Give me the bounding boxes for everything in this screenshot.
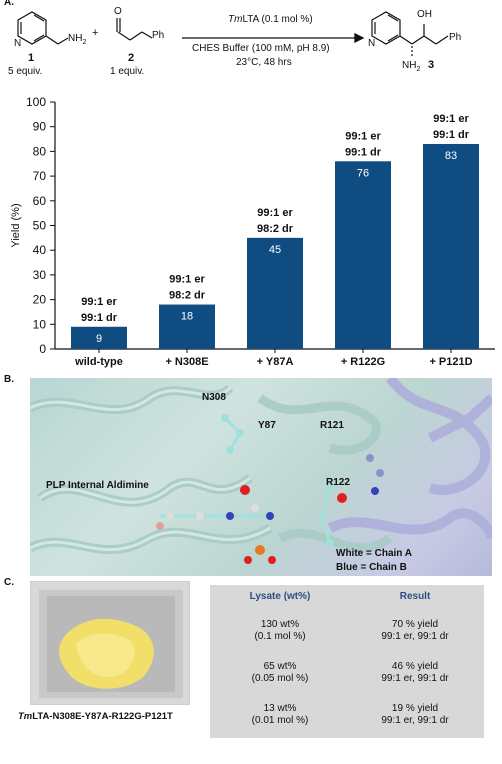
reactant2-number: 2 bbox=[128, 52, 135, 64]
label-r121: R121 bbox=[320, 420, 344, 431]
bar-value-label: 45 bbox=[269, 244, 281, 256]
er-label: 99:1 er bbox=[169, 274, 205, 286]
reactant1-number: 1 bbox=[28, 52, 35, 64]
reaction-scheme bbox=[17, 11, 449, 58]
y-axis-title: Yield (%) bbox=[10, 203, 22, 247]
enzyme-powder-photo bbox=[30, 581, 190, 705]
panel-a-label: A. bbox=[4, 0, 14, 8]
reactant2-structure bbox=[116, 18, 153, 41]
bar-0 bbox=[71, 326, 127, 349]
reactant1-equiv: 5 equiv. bbox=[8, 66, 43, 77]
plus-sign: + bbox=[92, 27, 99, 39]
bar-4 bbox=[423, 143, 479, 349]
x-tick-label: + N308E bbox=[165, 356, 208, 368]
bar-2 bbox=[247, 237, 303, 349]
row2-result: 46 % yield 99:1 er, 99:1 dr bbox=[381, 661, 449, 684]
product-ring-n: N bbox=[368, 38, 376, 49]
y-tick-label: 100 bbox=[26, 95, 46, 109]
bar-value-label: 18 bbox=[181, 311, 193, 323]
reactant2-oxygen: O bbox=[114, 6, 122, 17]
dr-label: 99:1 dr bbox=[81, 312, 118, 324]
bar-3 bbox=[335, 161, 391, 349]
x-tick-label: + P121D bbox=[429, 356, 472, 368]
legend-chain-b: Blue = Chain B bbox=[336, 562, 407, 573]
product-number: 3 bbox=[428, 59, 435, 71]
catalyst-label: TmLTA (0.1 mol %) bbox=[228, 14, 313, 25]
label-r122: R122 bbox=[326, 477, 350, 488]
panel-b-label: B. bbox=[4, 374, 14, 385]
reactant2-phenyl: Ph bbox=[152, 30, 165, 41]
x-tick-label: + R122G bbox=[341, 356, 385, 368]
lysate-loading-table: Lysate (wt%) Result 130 wt% (0.1 mol %) 7… bbox=[210, 585, 484, 738]
y-tick-label: 0 bbox=[39, 342, 46, 356]
reactant1-structure bbox=[17, 11, 69, 45]
bar-value-label: 76 bbox=[357, 167, 369, 179]
yield-bar-chart: 0 10 20 30 40 50 60 70 80 90 100 Yield (%) 9 99:1 er 9… bbox=[10, 95, 495, 368]
conditions-buffer: CHES Buffer (100 mM, pH 8.9) bbox=[192, 43, 330, 54]
product-structure bbox=[371, 11, 449, 58]
row3-result: 19 % yield 99:1 er, 99:1 dr bbox=[381, 703, 449, 726]
product-hydroxyl: OH bbox=[417, 9, 432, 20]
er-label: 99:1 er bbox=[345, 130, 381, 142]
panel-c-label: C. bbox=[4, 577, 14, 588]
bar-value-label: 9 bbox=[96, 333, 102, 345]
y-tick-label: 90 bbox=[33, 120, 47, 134]
er-label: 99:1 er bbox=[81, 296, 117, 308]
label-plp: PLP Internal Aldimine bbox=[46, 480, 149, 491]
y-tick-label: 50 bbox=[33, 219, 47, 233]
x-tick-label: wild-type bbox=[74, 356, 123, 368]
row1-result: 70 % yield 99:1 er, 99:1 dr bbox=[381, 619, 449, 642]
y-tick-label: 40 bbox=[33, 243, 47, 257]
dr-label: 98:2 dr bbox=[169, 290, 206, 302]
x-tick-label: + Y87A bbox=[257, 356, 294, 368]
bar-1 bbox=[159, 304, 215, 349]
protein-structure-image: N308 Y87 R121 R122 PLP Internal Aldimine… bbox=[30, 378, 492, 576]
er-label: 99:1 er bbox=[433, 113, 469, 125]
product-phenyl: Ph bbox=[449, 32, 462, 43]
y-tick-label: 60 bbox=[33, 194, 47, 208]
bar-value-label: 83 bbox=[445, 150, 457, 162]
y-tick-label: 80 bbox=[33, 144, 47, 158]
reactant2-equiv: 1 equiv. bbox=[110, 66, 145, 77]
legend-chain-a: White = Chain A bbox=[336, 548, 413, 559]
product-amine: NH2 bbox=[402, 60, 421, 73]
er-label: 99:1 er bbox=[257, 207, 293, 219]
y-tick-label: 30 bbox=[33, 268, 47, 282]
y-tick-label: 10 bbox=[33, 317, 47, 331]
dr-label: 99:1 dr bbox=[433, 129, 470, 141]
dr-label: 98:2 dr bbox=[257, 223, 294, 235]
row1-lysate: 130 wt% (0.1 mol %) bbox=[254, 619, 306, 642]
label-y87: Y87 bbox=[258, 420, 276, 431]
row2-lysate: 65 wt% (0.05 mol %) bbox=[251, 661, 309, 684]
dr-label: 99:1 dr bbox=[345, 146, 382, 158]
col-header-result: Result bbox=[399, 591, 431, 602]
conditions-temp-time: 23°C, 48 hrs bbox=[236, 57, 292, 68]
y-tick-label: 20 bbox=[33, 293, 47, 307]
reactant1-ring-n: N bbox=[14, 38, 22, 49]
y-tick-label: 70 bbox=[33, 169, 47, 183]
reactant1-amine: NH2 bbox=[68, 33, 87, 46]
reaction-arrow bbox=[182, 32, 365, 44]
row3-lysate: 13 wt% (0.01 mol %) bbox=[251, 703, 309, 726]
photo-caption: TmLTA-N308E-Y87A-R122G-P121T bbox=[18, 711, 173, 722]
label-n308: N308 bbox=[202, 392, 226, 403]
col-header-lysate: Lysate (wt%) bbox=[249, 591, 311, 602]
